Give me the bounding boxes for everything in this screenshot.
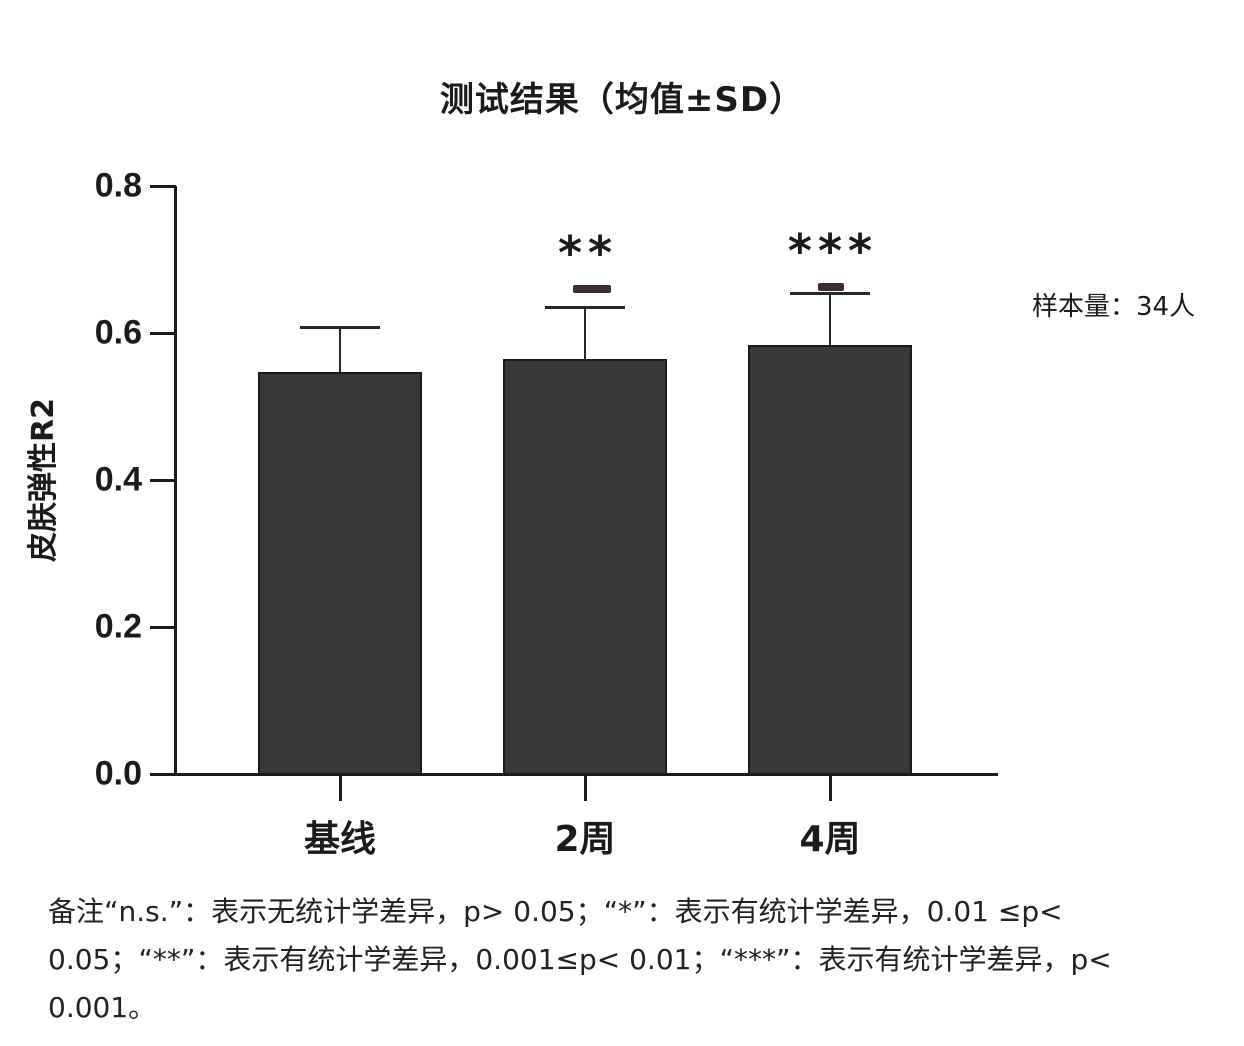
y-tick-label: 0.6 (94, 313, 142, 352)
y-tick (150, 479, 176, 482)
x-tick-label: 4周 (799, 819, 861, 860)
significance-stars: *** (787, 224, 879, 278)
y-tick-label: 0.4 (94, 460, 142, 499)
chart-title: 测试结果（均值±SD） (439, 80, 805, 120)
significance-stars: ** (557, 226, 619, 280)
y-tick (150, 185, 176, 188)
sample-size-annotation: 样本量：34人 (1032, 292, 1196, 322)
error-bar-cap (790, 292, 870, 296)
y-tick (150, 626, 176, 629)
x-tick (339, 775, 342, 801)
bar-3 (748, 344, 912, 775)
bar-1 (258, 371, 422, 775)
x-tick-label: 基线 (303, 819, 377, 860)
x-tick (584, 775, 587, 801)
footnote: 备注“n.s.”：表示无统计学差异，p> 0.05；“*”：表示有统计学差异，0… (48, 895, 1112, 1024)
y-tick-label: 0.0 (94, 754, 142, 793)
error-bar-line (339, 327, 341, 372)
x-tick-label: 2周 (554, 819, 616, 860)
y-tick-label: 0.2 (94, 607, 142, 646)
x-tick (829, 775, 832, 801)
error-bar-cap (300, 326, 380, 330)
error-bar-line (584, 307, 586, 359)
error-bar-line (829, 293, 831, 345)
y-tick (150, 332, 176, 335)
significance-bar (573, 285, 611, 294)
error-bar-cap (545, 306, 625, 310)
bar-2 (503, 358, 667, 775)
y-tick-label: 0.8 (94, 166, 142, 205)
significance-bar (818, 283, 844, 292)
y-tick (150, 773, 176, 776)
